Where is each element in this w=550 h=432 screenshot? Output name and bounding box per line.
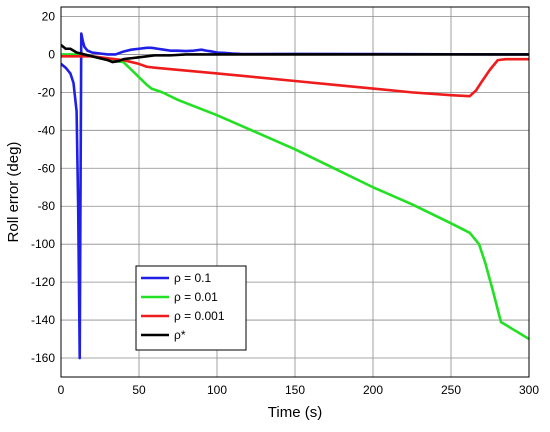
y-tick-label: -160 xyxy=(31,351,55,365)
x-tick-label: 50 xyxy=(132,383,146,397)
y-axis-label: Roll error (deg) xyxy=(5,142,22,243)
legend: ρ = 0.1 ρ = 0.01 ρ = 0.001 ρ* xyxy=(135,265,247,351)
legend-label-0: ρ = 0.1 xyxy=(174,271,212,285)
y-tick-label: -40 xyxy=(38,123,56,137)
x-tick-label: 300 xyxy=(519,383,539,397)
series-line-1 xyxy=(61,53,529,341)
y-tick-label: -120 xyxy=(31,275,55,289)
x-tick-label: 150 xyxy=(285,383,305,397)
series-line-3 xyxy=(61,43,529,64)
y-tick-label: -100 xyxy=(31,237,55,251)
series-lines xyxy=(61,32,529,360)
legend-label-1: ρ = 0.01 xyxy=(174,290,218,304)
legend-label-2: ρ = 0.001 xyxy=(174,309,225,323)
y-tick-label: -140 xyxy=(31,313,55,327)
x-tick-label: 200 xyxy=(363,383,383,397)
y-tick-label: 0 xyxy=(48,47,55,61)
grid-lines xyxy=(61,7,529,377)
y-tick-label: -60 xyxy=(38,161,56,175)
legend-label-3: ρ* xyxy=(174,328,186,342)
plot-frame xyxy=(60,6,530,378)
y-tick-label: -80 xyxy=(38,199,56,213)
x-tick-label: 0 xyxy=(58,383,65,397)
tick-labels: 0 50 100 150 200 250 300200-20-40-60-80-100-12… xyxy=(31,9,539,397)
y-tick-label: -20 xyxy=(38,85,56,99)
x-tick-label: 100 xyxy=(207,383,227,397)
x-axis-label: Time (s) xyxy=(268,404,322,421)
x-tick-label: 250 xyxy=(441,383,461,397)
y-tick-label: 20 xyxy=(42,9,56,23)
